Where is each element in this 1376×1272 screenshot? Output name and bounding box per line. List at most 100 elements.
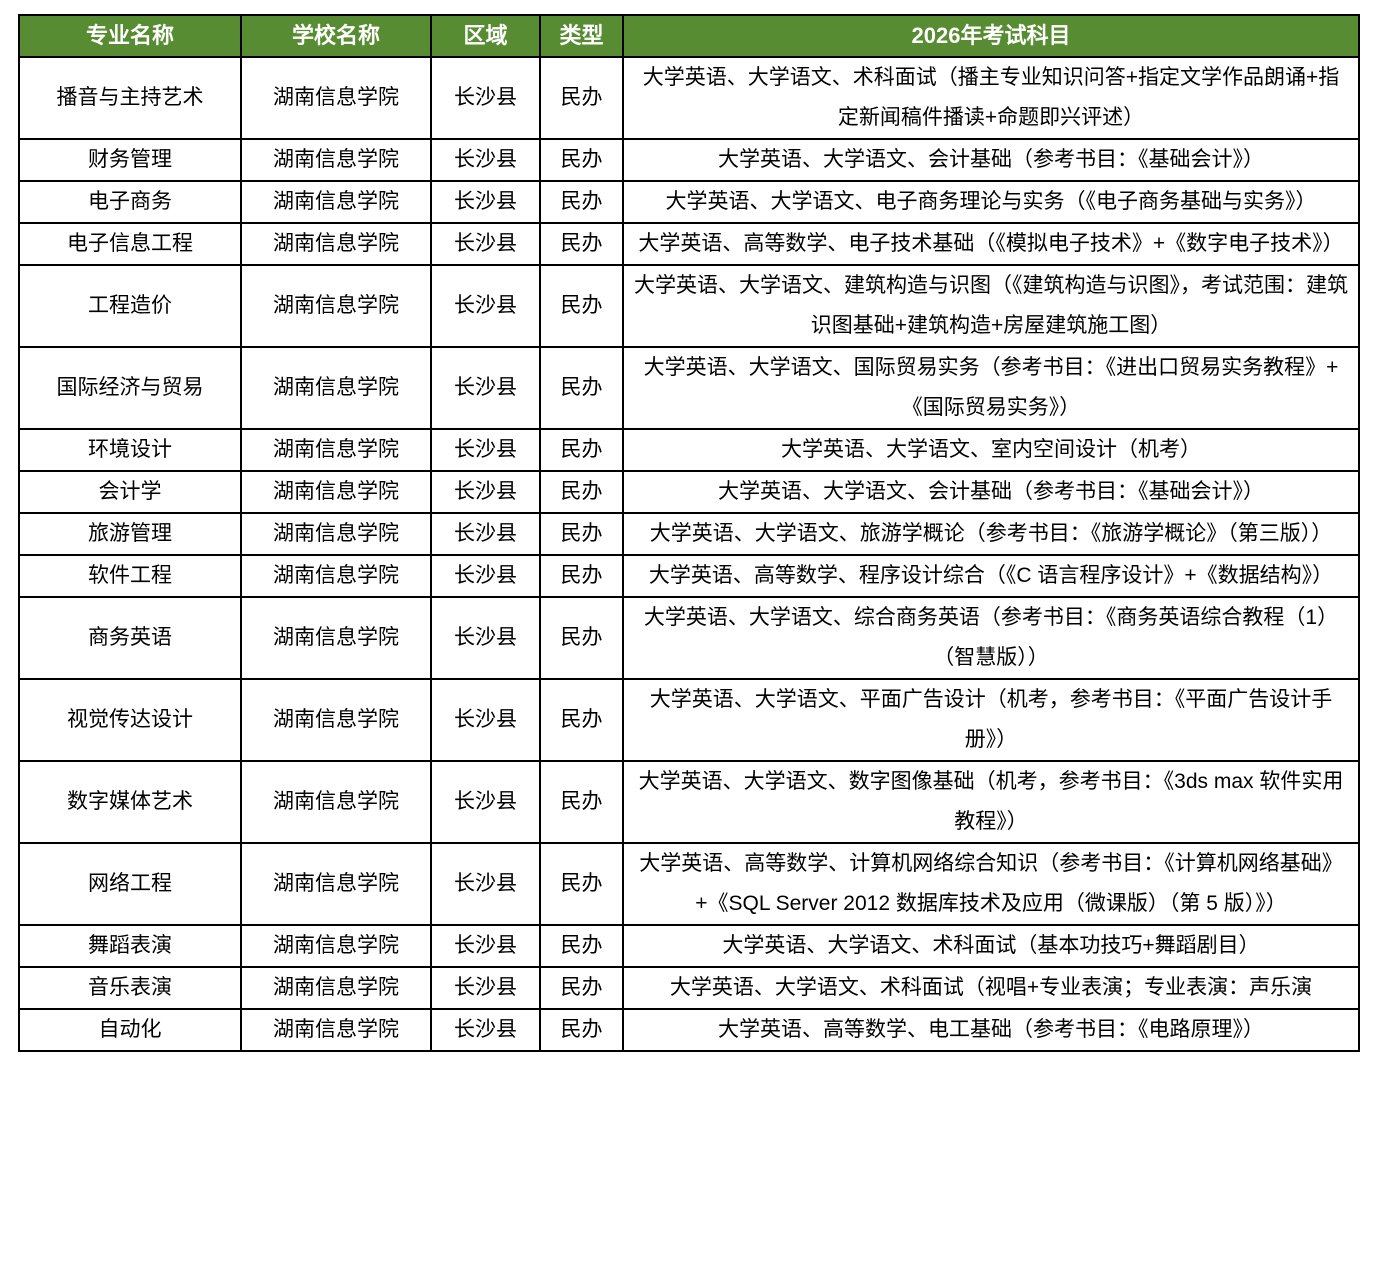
column-header-subjects: 2026年考试科目	[622, 14, 1360, 58]
cell-major: 会计学	[18, 470, 242, 514]
cell-major: 音乐表演	[18, 966, 242, 1010]
cell-school: 湖南信息学院	[240, 924, 432, 968]
cell-major: 数字媒体艺术	[18, 760, 242, 844]
cell-subjects: 大学英语、大学语文、平面广告设计（机考，参考书目：《平面广告设计手册》）	[622, 678, 1360, 762]
cell-region: 长沙县	[430, 56, 541, 140]
cell-subjects: 大学英语、大学语文、会计基础（参考书目：《基础会计》）	[622, 138, 1360, 182]
table-row: 会计学 湖南信息学院 长沙县 民办 大学英语、大学语文、会计基础（参考书目：《基础会计》…	[18, 470, 1360, 514]
cell-type: 民办	[539, 222, 624, 266]
cell-subjects: 大学英语、大学语文、电子商务理论与实务（《电子商务基础与实务》）	[622, 180, 1360, 224]
cell-subjects: 大学英语、大学语文、室内空间设计（机考）	[622, 428, 1360, 472]
cell-region: 长沙县	[430, 678, 541, 762]
cell-type: 民办	[539, 180, 624, 224]
cell-region: 长沙县	[430, 222, 541, 266]
cell-subjects: 大学英语、高等数学、计算机网络综合知识（参考书目：《计算机网络基础》+《SQL …	[622, 842, 1360, 926]
column-header-school: 学校名称	[240, 14, 432, 58]
cell-subjects: 大学英语、大学语文、旅游学概论（参考书目：《旅游学概论》（第三版））	[622, 512, 1360, 556]
cell-school: 湖南信息学院	[240, 512, 432, 556]
cell-major: 视觉传达设计	[18, 678, 242, 762]
cell-type: 民办	[539, 966, 624, 1010]
column-header-type: 类型	[539, 14, 624, 58]
cell-type: 民办	[539, 842, 624, 926]
cell-major: 国际经济与贸易	[18, 346, 242, 430]
table-row: 播音与主持艺术 湖南信息学院 长沙县 民办 大学英语、大学语文、术科面试（播主专业知识问…	[18, 56, 1360, 140]
cell-school: 湖南信息学院	[240, 264, 432, 348]
cell-major: 自动化	[18, 1008, 242, 1052]
table-row: 网络工程 湖南信息学院 长沙县 民办 大学英语、高等数学、计算机网络综合知识（参考书目：…	[18, 842, 1360, 926]
cell-subjects: 大学英语、大学语文、术科面试（播主专业知识问答+指定文学作品朗诵+指定新闻稿件播…	[622, 56, 1360, 140]
cell-subjects: 大学英语、高等数学、电工基础（参考书目：《电路原理》）	[622, 1008, 1360, 1052]
cell-subjects: 大学英语、大学语文、国际贸易实务（参考书目：《进出口贸易实务教程》+《国际贸易实…	[622, 346, 1360, 430]
table-row: 国际经济与贸易 湖南信息学院 长沙县 民办 大学英语、大学语文、国际贸易实务（参考书目：…	[18, 346, 1360, 430]
cell-region: 长沙县	[430, 346, 541, 430]
cell-type: 民办	[539, 470, 624, 514]
exam-subjects-table: 专业名称 学校名称 区域 类型 2026年考试科目 播音与主持艺术 湖南信息学院 长沙县 民办…	[18, 14, 1360, 1052]
cell-type: 民办	[539, 554, 624, 598]
cell-school: 湖南信息学院	[240, 966, 432, 1010]
table-row: 视觉传达设计 湖南信息学院 长沙县 民办 大学英语、大学语文、平面广告设计（机考，参考书…	[18, 678, 1360, 762]
cell-school: 湖南信息学院	[240, 596, 432, 680]
cell-major: 软件工程	[18, 554, 242, 598]
cell-major: 旅游管理	[18, 512, 242, 556]
cell-type: 民办	[539, 428, 624, 472]
table-row: 旅游管理 湖南信息学院 长沙县 民办 大学英语、大学语文、旅游学概论（参考书目：《旅游学…	[18, 512, 1360, 556]
cell-region: 长沙县	[430, 596, 541, 680]
cell-region: 长沙县	[430, 554, 541, 598]
table-row: 环境设计 湖南信息学院 长沙县 民办 大学英语、大学语文、室内空间设计（机考）	[18, 428, 1360, 472]
column-header-major: 专业名称	[18, 14, 242, 58]
cell-major: 财务管理	[18, 138, 242, 182]
cell-subjects: 大学英语、大学语文、数字图像基础（机考，参考书目：《3ds max 软件实用教程…	[622, 760, 1360, 844]
cell-region: 长沙县	[430, 924, 541, 968]
cell-major: 电子商务	[18, 180, 242, 224]
table-header-row: 专业名称 学校名称 区域 类型 2026年考试科目	[18, 14, 1360, 58]
table-row: 软件工程 湖南信息学院 长沙县 民办 大学英语、高等数学、程序设计综合（《C 语言程序设…	[18, 554, 1360, 598]
cell-school: 湖南信息学院	[240, 428, 432, 472]
cell-type: 民办	[539, 1008, 624, 1052]
cell-major: 工程造价	[18, 264, 242, 348]
cell-region: 长沙县	[430, 760, 541, 844]
cell-school: 湖南信息学院	[240, 1008, 432, 1052]
cell-major: 播音与主持艺术	[18, 56, 242, 140]
cell-type: 民办	[539, 512, 624, 556]
table-row: 电子商务 湖南信息学院 长沙县 民办 大学英语、大学语文、电子商务理论与实务（《电子商务…	[18, 180, 1360, 224]
cell-subjects: 大学英语、大学语文、术科面试（视唱+专业表演；专业表演：声乐演	[622, 966, 1360, 1010]
cell-type: 民办	[539, 760, 624, 844]
table-row: 数字媒体艺术 湖南信息学院 长沙县 民办 大学英语、大学语文、数字图像基础（机考，参考书…	[18, 760, 1360, 844]
cell-region: 长沙县	[430, 470, 541, 514]
cell-school: 湖南信息学院	[240, 842, 432, 926]
cell-region: 长沙县	[430, 842, 541, 926]
cell-subjects: 大学英语、高等数学、电子技术基础（《模拟电子技术》+《数字电子技术》）	[622, 222, 1360, 266]
cell-region: 长沙县	[430, 966, 541, 1010]
cell-school: 湖南信息学院	[240, 760, 432, 844]
cell-subjects: 大学英语、高等数学、程序设计综合（《C 语言程序设计》+《数据结构》）	[622, 554, 1360, 598]
cell-type: 民办	[539, 924, 624, 968]
cell-type: 民办	[539, 678, 624, 762]
cell-school: 湖南信息学院	[240, 138, 432, 182]
cell-major: 电子信息工程	[18, 222, 242, 266]
table-row: 财务管理 湖南信息学院 长沙县 民办 大学英语、大学语文、会计基础（参考书目：《基础会计…	[18, 138, 1360, 182]
cell-major: 舞蹈表演	[18, 924, 242, 968]
table-row: 舞蹈表演 湖南信息学院 长沙县 民办 大学英语、大学语文、术科面试（基本功技巧+舞蹈剧目…	[18, 924, 1360, 968]
table-row: 音乐表演 湖南信息学院 长沙县 民办 大学英语、大学语文、术科面试（视唱+专业表演；专业…	[18, 966, 1360, 1010]
table-row: 自动化 湖南信息学院 长沙县 民办 大学英语、高等数学、电工基础（参考书目：《电路原理》…	[18, 1008, 1360, 1052]
cell-type: 民办	[539, 138, 624, 182]
cell-type: 民办	[539, 264, 624, 348]
cell-subjects: 大学英语、大学语文、术科面试（基本功技巧+舞蹈剧目）	[622, 924, 1360, 968]
table-row: 工程造价 湖南信息学院 长沙县 民办 大学英语、大学语文、建筑构造与识图（《建筑构造与识…	[18, 264, 1360, 348]
cell-type: 民办	[539, 596, 624, 680]
cell-region: 长沙县	[430, 512, 541, 556]
cell-major: 环境设计	[18, 428, 242, 472]
cell-school: 湖南信息学院	[240, 346, 432, 430]
cell-school: 湖南信息学院	[240, 678, 432, 762]
cell-school: 湖南信息学院	[240, 470, 432, 514]
cell-major: 网络工程	[18, 842, 242, 926]
cell-subjects: 大学英语、大学语文、综合商务英语（参考书目：《商务英语综合教程（1）（智慧版））	[622, 596, 1360, 680]
cell-major: 商务英语	[18, 596, 242, 680]
cell-subjects: 大学英语、大学语文、建筑构造与识图（《建筑构造与识图》，考试范围：建筑识图基础+…	[622, 264, 1360, 348]
cell-school: 湖南信息学院	[240, 56, 432, 140]
cell-subjects: 大学英语、大学语文、会计基础（参考书目：《基础会计》）	[622, 470, 1360, 514]
cell-school: 湖南信息学院	[240, 554, 432, 598]
cell-region: 长沙县	[430, 1008, 541, 1052]
cell-region: 长沙县	[430, 180, 541, 224]
